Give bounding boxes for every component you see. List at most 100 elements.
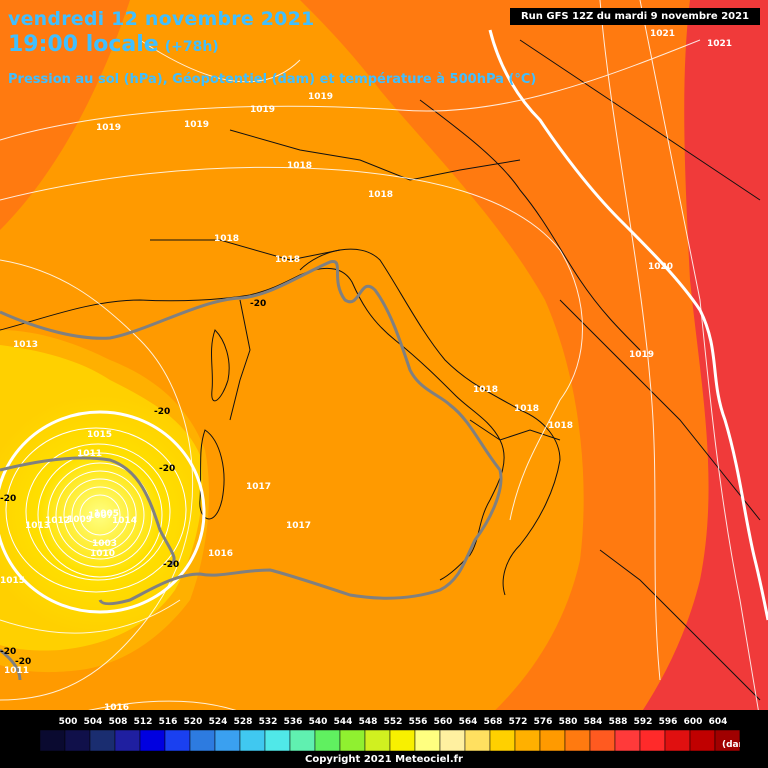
temperature-label: -20 <box>154 407 170 417</box>
legend-tick-label: 504 <box>84 717 103 727</box>
pressure-label: 1003 <box>92 539 117 549</box>
pressure-label: 1015 <box>0 576 25 586</box>
legend-swatch <box>389 729 416 752</box>
legend-tick-label: 544 <box>334 717 353 727</box>
parameters-description: Pression au sol (hPa), Géopotentiel (dam… <box>8 72 537 87</box>
legend-swatch <box>314 729 341 752</box>
pressure-label: 1021 <box>707 39 732 49</box>
forecast-time: 19:00 locale (+78h) <box>8 32 219 57</box>
band-572-east <box>600 0 768 768</box>
legend-swatch <box>189 729 216 752</box>
color-legend: 500 504 508 512 516 520 524 528 532 536 540 544 548 5… <box>40 717 740 752</box>
isotherms <box>0 260 503 681</box>
pressure-label: 1016 <box>208 549 233 559</box>
pressure-label: 1007 <box>88 511 113 521</box>
temperature-label: -20 <box>0 494 16 504</box>
low-pressure-rings <box>5 427 187 593</box>
legend-swatch <box>564 729 591 752</box>
copyright: Copyright 2021 Meteociel.fr <box>305 754 463 765</box>
legend-tick-label: 592 <box>634 717 653 727</box>
legend-swatch <box>689 729 716 752</box>
legend-swatch <box>614 729 641 752</box>
forecast-time-value: 19:00 locale <box>8 32 159 57</box>
pressure-label: 1016 <box>104 703 129 713</box>
legend-tick-label: 560 <box>434 717 453 727</box>
legend-tick-label: 604 <box>709 717 728 727</box>
legend-swatch <box>539 729 566 752</box>
pressure-label: 1009 <box>67 515 92 525</box>
legend-tick-label: 564 <box>459 717 478 727</box>
pressure-label: 1018 <box>548 421 573 431</box>
lead-time: (+78h) <box>164 39 219 55</box>
legend-swatch <box>239 729 266 752</box>
temperature-labels: -20 -20 -20 -20 -20 -20 -20 <box>0 299 266 667</box>
legend-tick-label: 568 <box>484 717 503 727</box>
pressure-label: 1019 <box>184 120 209 130</box>
legend-tick-label: 540 <box>309 717 328 727</box>
pressure-label: 1012 <box>45 516 70 526</box>
legend-tick-label: 588 <box>609 717 628 727</box>
legend-swatch <box>214 729 241 752</box>
legend-tick-label: 576 <box>534 717 553 727</box>
pressure-label: 1018 <box>514 404 539 414</box>
legend-swatch <box>589 729 616 752</box>
pressure-label: 1019 <box>96 123 121 133</box>
forecast-date: vendredi 12 novembre 2021 <box>8 8 315 30</box>
temperature-label: -20 <box>0 647 16 657</box>
legend-tick-label: 556 <box>409 717 428 727</box>
legend-tick-label: 600 <box>684 717 703 727</box>
legend-swatch <box>139 729 166 752</box>
temperature-label: -20 <box>15 657 31 667</box>
coastlines <box>0 39 761 701</box>
legend-tick-label: 524 <box>209 717 228 727</box>
pressure-label: 1019 <box>629 350 654 360</box>
pressure-label: 1019 <box>308 92 333 102</box>
legend-tick-label: 548 <box>359 717 378 727</box>
legend-swatch <box>489 729 516 752</box>
legend-swatch <box>64 729 91 752</box>
legend-tick-label: 536 <box>284 717 303 727</box>
trough-axis <box>488 29 768 621</box>
legend-swatch <box>639 729 666 752</box>
temperature-label: -20 <box>159 464 175 474</box>
legend-tick-label: 572 <box>509 717 528 727</box>
pressure-label: 1013 <box>13 340 38 350</box>
legend-tick-label: 552 <box>384 717 403 727</box>
legend-swatch <box>464 729 491 752</box>
legend-tick-label: 508 <box>109 717 128 727</box>
pressure-label: 1018 <box>473 385 498 395</box>
pressure-label: 1019 <box>250 105 275 115</box>
legend-swatch <box>364 729 391 752</box>
isobar-1011-bold <box>0 410 206 614</box>
run-info: Run GFS 12Z du mardi 9 novembre 2021 <box>510 8 760 25</box>
legend-ticks: 500 504 508 512 516 520 524 528 532 536 540 544 548 5… <box>59 717 728 727</box>
pressure-label: 1011 <box>4 666 29 676</box>
temperature-label: -20 <box>163 560 179 570</box>
legend-swatch <box>40 729 66 752</box>
pressure-label: 1020 <box>648 262 673 272</box>
legend-swatch <box>164 729 191 752</box>
pressure-label: 1018 <box>275 255 300 265</box>
pressure-label: 1005 <box>94 509 119 519</box>
pressure-label: 1017 <box>286 521 311 531</box>
pressure-label: 1013 <box>25 521 50 531</box>
legend-swatch <box>439 729 466 752</box>
legend-swatch <box>264 729 291 752</box>
band-568 <box>300 0 768 768</box>
pressure-label: 1018 <box>287 161 312 171</box>
pressure-label: 1018 <box>214 234 239 244</box>
legend-tick-label: 584 <box>584 717 603 727</box>
legend-swatch <box>114 729 141 752</box>
legend-tick-label: 516 <box>159 717 178 727</box>
pressure-label: 1015 <box>87 430 112 440</box>
legend-tick-label: 596 <box>659 717 678 727</box>
legend-tick-label: 528 <box>234 717 253 727</box>
legend-tick-label: 520 <box>184 717 203 727</box>
pressure-label: 1021 <box>650 29 675 39</box>
legend-swatch <box>289 729 316 752</box>
legend-swatches <box>40 729 740 752</box>
pressure-label: 1014 <box>112 516 137 526</box>
legend-tick-label: 500 <box>59 717 78 727</box>
legend-swatch <box>339 729 366 752</box>
